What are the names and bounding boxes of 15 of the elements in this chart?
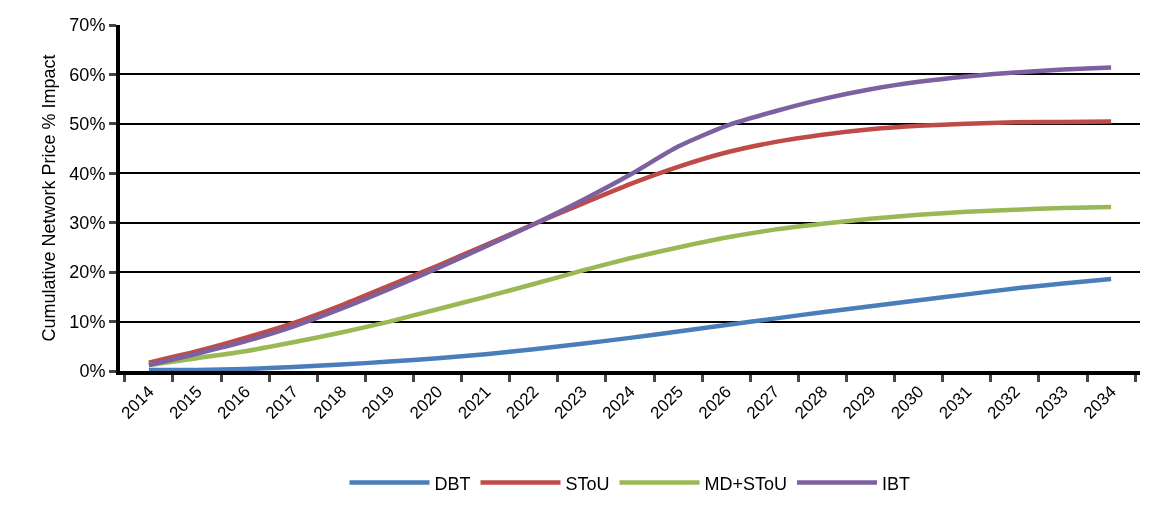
legend-label: IBT	[882, 473, 911, 494]
y-tick-label: 0%	[79, 361, 106, 382]
y-tick-label: 70%	[69, 15, 106, 36]
legend-label: MD+SToU	[704, 473, 788, 494]
line-series	[146, 276, 1114, 371]
y-tick-label: 60%	[69, 64, 106, 85]
y-axis-title: Cumulative Network Price % Impact	[39, 54, 60, 342]
y-tick-label: 40%	[69, 163, 106, 184]
y-tick-label: 10%	[69, 311, 106, 332]
y-tick-label: 50%	[69, 114, 106, 135]
y-tick-label: 30%	[69, 213, 106, 234]
legend-label: SToU	[565, 473, 610, 494]
y-tick-label: 20%	[69, 262, 106, 283]
line-series	[146, 65, 1114, 368]
legend-label: DBT	[434, 473, 471, 494]
